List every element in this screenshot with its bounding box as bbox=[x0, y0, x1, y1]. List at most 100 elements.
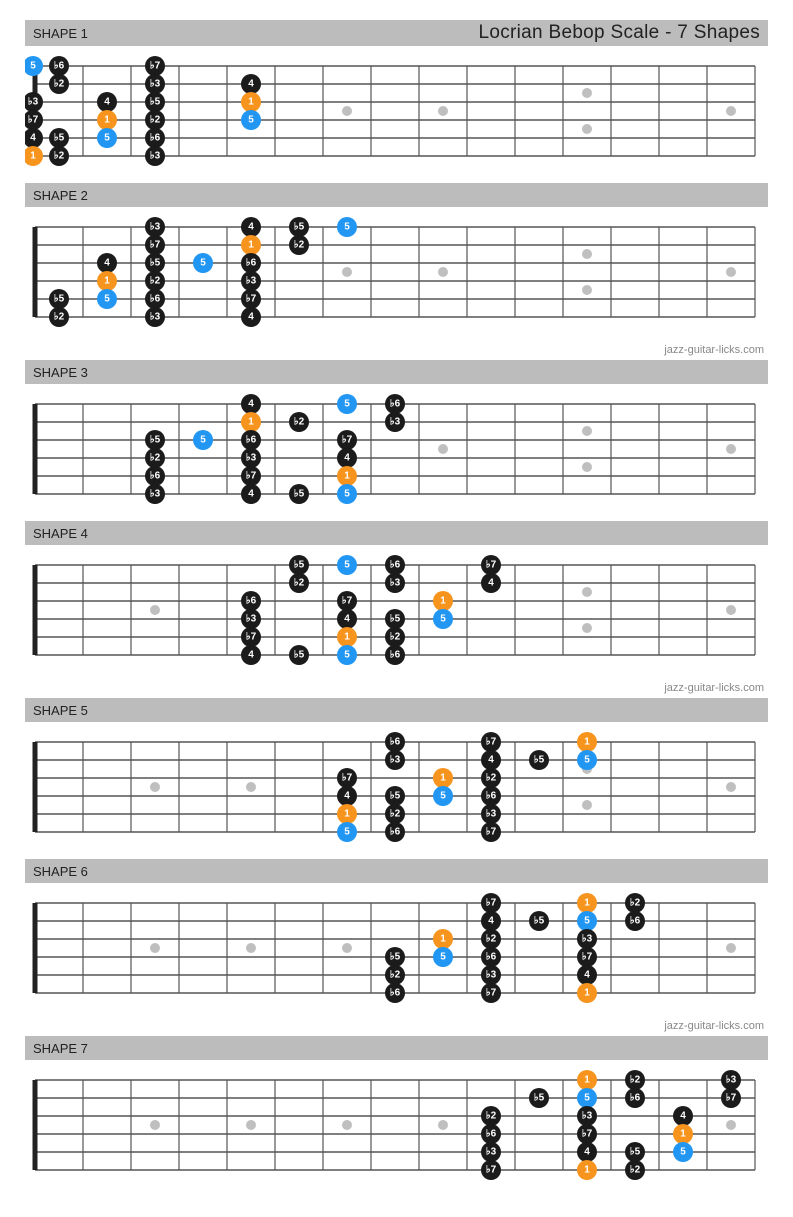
fretboard-diagram: ♭34♭55♭71♭24♭55♭61♭2♭3♭55♭6♭7♭2♭34 bbox=[25, 213, 765, 331]
svg-text:♭5: ♭5 bbox=[534, 916, 545, 927]
svg-text:4: 4 bbox=[248, 489, 254, 500]
svg-text:♭5: ♭5 bbox=[150, 435, 161, 446]
svg-text:♭2: ♭2 bbox=[54, 79, 65, 90]
svg-text:4: 4 bbox=[344, 791, 350, 802]
svg-text:♭2: ♭2 bbox=[294, 578, 305, 589]
svg-text:♭5: ♭5 bbox=[390, 952, 401, 963]
svg-text:♭2: ♭2 bbox=[486, 773, 497, 784]
svg-text:♭6: ♭6 bbox=[246, 258, 257, 269]
svg-text:♭2: ♭2 bbox=[294, 417, 305, 428]
shape-label-bar: SHAPE 6 bbox=[25, 859, 768, 883]
shape-label-bar: SHAPE 7 bbox=[25, 1036, 768, 1060]
svg-text:5: 5 bbox=[440, 614, 446, 625]
svg-text:♭6: ♭6 bbox=[150, 294, 161, 305]
svg-text:5: 5 bbox=[440, 791, 446, 802]
svg-text:♭3: ♭3 bbox=[726, 1075, 737, 1086]
svg-text:♭2: ♭2 bbox=[486, 1111, 497, 1122]
svg-text:♭6: ♭6 bbox=[390, 650, 401, 661]
svg-text:♭5: ♭5 bbox=[150, 97, 161, 108]
svg-text:♭6: ♭6 bbox=[54, 61, 65, 72]
svg-text:4: 4 bbox=[344, 614, 350, 625]
svg-text:♭3: ♭3 bbox=[390, 578, 401, 589]
svg-text:♭6: ♭6 bbox=[150, 471, 161, 482]
svg-text:5: 5 bbox=[344, 650, 350, 661]
svg-text:1: 1 bbox=[104, 276, 110, 287]
svg-text:1: 1 bbox=[248, 97, 254, 108]
svg-text:5: 5 bbox=[344, 827, 350, 838]
svg-text:1: 1 bbox=[680, 1129, 686, 1140]
svg-text:♭3: ♭3 bbox=[150, 312, 161, 323]
svg-text:1: 1 bbox=[344, 471, 350, 482]
fretboard-wrapper: 5♭6♭7♭2♭34♭34♭51♭71♭254♭55♭61♭2♭3 bbox=[25, 52, 768, 175]
svg-text:♭2: ♭2 bbox=[150, 115, 161, 126]
svg-text:♭6: ♭6 bbox=[630, 1093, 641, 1104]
svg-text:♭3: ♭3 bbox=[246, 453, 257, 464]
svg-text:♭2: ♭2 bbox=[630, 1165, 641, 1176]
watermark: jazz-guitar-licks.com bbox=[25, 682, 764, 694]
svg-text:♭3: ♭3 bbox=[150, 489, 161, 500]
svg-text:5: 5 bbox=[584, 755, 590, 766]
shape-label-bar: SHAPE 4 bbox=[25, 521, 768, 545]
svg-text:5: 5 bbox=[584, 1093, 590, 1104]
svg-text:4: 4 bbox=[104, 97, 110, 108]
svg-text:5: 5 bbox=[344, 560, 350, 571]
svg-text:♭5: ♭5 bbox=[630, 1147, 641, 1158]
svg-text:1: 1 bbox=[584, 737, 590, 748]
svg-text:4: 4 bbox=[488, 755, 494, 766]
shape-label-bar: SHAPE 3 bbox=[25, 360, 768, 384]
svg-text:5: 5 bbox=[200, 258, 206, 269]
shape-label-bar: SHAPE 2 bbox=[25, 183, 768, 207]
svg-text:♭7: ♭7 bbox=[150, 240, 161, 251]
svg-text:♭3: ♭3 bbox=[486, 1147, 497, 1158]
svg-text:♭3: ♭3 bbox=[582, 1111, 593, 1122]
svg-text:♭2: ♭2 bbox=[390, 809, 401, 820]
svg-text:1: 1 bbox=[584, 1165, 590, 1176]
fretboard-wrapper: ♭71♭24♭55♭61♭2♭3♭55♭6♭7♭2♭34♭6♭71 bbox=[25, 889, 768, 1012]
svg-text:♭5: ♭5 bbox=[150, 258, 161, 269]
svg-text:♭5: ♭5 bbox=[54, 133, 65, 144]
svg-text:♭6: ♭6 bbox=[486, 1129, 497, 1140]
svg-text:♭7: ♭7 bbox=[342, 596, 353, 607]
fretboard-diagram: ♭6♭71♭34♭55♭71♭24♭55♭61♭2♭35♭6♭7 bbox=[25, 728, 765, 846]
svg-text:5: 5 bbox=[440, 952, 446, 963]
svg-text:♭5: ♭5 bbox=[534, 755, 545, 766]
svg-text:4: 4 bbox=[30, 133, 36, 144]
svg-text:♭3: ♭3 bbox=[486, 809, 497, 820]
svg-text:4: 4 bbox=[248, 650, 254, 661]
svg-text:♭3: ♭3 bbox=[150, 79, 161, 90]
shape-label: SHAPE 3 bbox=[33, 365, 88, 380]
header-bar: SHAPE 1Locrian Bebop Scale - 7 Shapes bbox=[25, 20, 768, 46]
fretboard-wrapper: ♭34♭55♭71♭24♭55♭61♭2♭3♭55♭6♭7♭2♭34 bbox=[25, 213, 768, 336]
svg-text:♭2: ♭2 bbox=[150, 276, 161, 287]
svg-text:♭6: ♭6 bbox=[246, 435, 257, 446]
svg-text:♭6: ♭6 bbox=[390, 827, 401, 838]
svg-text:5: 5 bbox=[104, 133, 110, 144]
svg-text:♭2: ♭2 bbox=[630, 898, 641, 909]
svg-text:4: 4 bbox=[344, 453, 350, 464]
fretboard-diagram: 45♭61♭2♭3♭55♭6♭7♭2♭34♭6♭71♭34♭55 bbox=[25, 390, 765, 508]
svg-text:♭6: ♭6 bbox=[390, 988, 401, 999]
svg-text:♭7: ♭7 bbox=[342, 435, 353, 446]
fretboard-diagram: ♭71♭24♭55♭61♭2♭3♭55♭6♭7♭2♭34♭6♭71 bbox=[25, 889, 765, 1007]
svg-text:♭7: ♭7 bbox=[246, 632, 257, 643]
svg-text:♭2: ♭2 bbox=[390, 632, 401, 643]
svg-text:5: 5 bbox=[344, 399, 350, 410]
shape-label: SHAPE 6 bbox=[33, 864, 88, 879]
svg-text:♭6: ♭6 bbox=[630, 916, 641, 927]
watermark: jazz-guitar-licks.com bbox=[25, 1020, 764, 1032]
svg-text:♭7: ♭7 bbox=[150, 61, 161, 72]
svg-text:♭2: ♭2 bbox=[486, 934, 497, 945]
svg-text:♭3: ♭3 bbox=[150, 222, 161, 233]
svg-text:♭7: ♭7 bbox=[486, 988, 497, 999]
svg-text:4: 4 bbox=[488, 916, 494, 927]
fretboard-diagram: ♭55♭6♭7♭2♭34♭6♭71♭34♭55♭71♭24♭55♭6 bbox=[25, 551, 765, 669]
svg-text:1: 1 bbox=[248, 417, 254, 428]
svg-text:♭3: ♭3 bbox=[582, 934, 593, 945]
svg-text:♭5: ♭5 bbox=[294, 560, 305, 571]
svg-text:5: 5 bbox=[248, 115, 254, 126]
svg-text:1: 1 bbox=[440, 934, 446, 945]
svg-text:♭7: ♭7 bbox=[486, 737, 497, 748]
svg-text:♭2: ♭2 bbox=[294, 240, 305, 251]
svg-text:♭5: ♭5 bbox=[54, 294, 65, 305]
svg-text:♭3: ♭3 bbox=[390, 755, 401, 766]
